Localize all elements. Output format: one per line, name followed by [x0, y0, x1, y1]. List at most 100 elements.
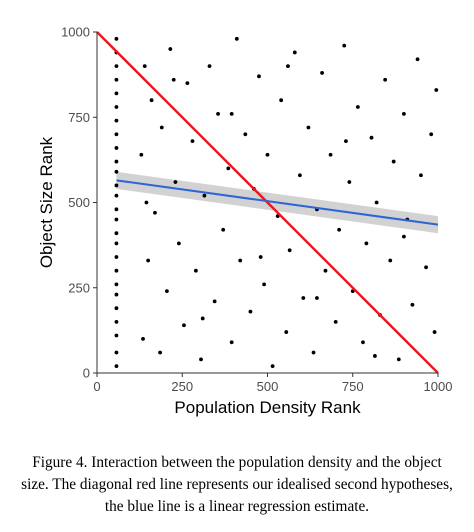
data-point	[262, 282, 266, 287]
figure-caption: Figure 4. Interaction between the popula…	[21, 454, 453, 515]
data-point	[396, 357, 401, 362]
data-point	[429, 132, 434, 137]
x-tick-label: 0	[93, 379, 100, 394]
data-point	[328, 152, 333, 157]
data-point	[114, 207, 119, 212]
data-point	[114, 193, 119, 198]
data-point	[114, 217, 119, 222]
data-point	[202, 193, 207, 198]
data-point	[374, 200, 379, 205]
data-point	[347, 180, 352, 184]
data-point	[114, 241, 119, 246]
data-point	[315, 296, 319, 300]
data-point	[364, 241, 369, 246]
data-point	[114, 350, 119, 355]
data-point	[165, 289, 169, 294]
data-point	[142, 64, 147, 68]
data-point	[212, 299, 217, 304]
data-point	[311, 350, 316, 355]
data-point	[114, 91, 119, 96]
data-point	[243, 132, 248, 137]
data-point	[139, 152, 144, 157]
data-point	[258, 255, 263, 259]
x-tick-label: 500	[257, 379, 279, 394]
data-point	[153, 210, 157, 215]
data-point	[114, 36, 119, 41]
data-point	[344, 139, 348, 144]
data-point	[388, 258, 393, 263]
data-point	[176, 241, 181, 246]
data-point	[190, 139, 195, 144]
data-point	[238, 258, 243, 263]
data-point	[410, 302, 415, 307]
reference-line	[96, 31, 439, 374]
data-point	[114, 64, 119, 68]
tick-labels: 0 250 500 750 1000 0 250 500 750 1000	[61, 25, 452, 395]
x-tick-label: 750	[342, 379, 364, 394]
data-point	[337, 227, 342, 232]
data-point	[333, 319, 338, 324]
data-point	[361, 340, 365, 345]
data-point	[114, 169, 119, 174]
data-point	[292, 50, 297, 55]
data-point	[355, 105, 360, 109]
axes	[93, 31, 439, 377]
data-point	[114, 159, 119, 164]
data-point	[306, 125, 311, 130]
data-point	[114, 282, 119, 287]
data-point	[229, 340, 234, 345]
data-point	[221, 227, 226, 232]
data-point	[248, 309, 253, 314]
data-point	[373, 354, 377, 358]
data-point	[216, 111, 220, 116]
data-point	[265, 152, 270, 157]
data-point	[114, 319, 119, 324]
data-point	[146, 258, 151, 263]
data-point	[257, 74, 261, 79]
data-point	[114, 255, 119, 259]
data-point	[207, 64, 212, 68]
data-point	[114, 306, 119, 311]
data-point	[149, 98, 154, 103]
data-point	[114, 118, 119, 123]
data-point	[168, 47, 173, 51]
data-point	[342, 43, 347, 48]
data-point	[369, 135, 374, 140]
data-point	[434, 88, 439, 92]
data-point	[270, 364, 275, 369]
data-point	[114, 105, 119, 109]
data-point	[391, 159, 396, 164]
data-point	[402, 111, 406, 116]
data-point	[286, 64, 290, 68]
data-point	[193, 268, 198, 273]
data-point	[114, 268, 119, 273]
data-point	[320, 71, 324, 75]
x-tick-label: 250	[171, 379, 193, 394]
data-point	[199, 357, 203, 362]
y-tick-label: 500	[68, 195, 90, 210]
data-point	[114, 77, 119, 82]
y-tick-label: 250	[68, 280, 90, 295]
data-point	[114, 183, 119, 188]
data-point	[226, 166, 231, 171]
data-point	[229, 111, 234, 116]
data-point	[419, 173, 423, 178]
y-tick-label: 1000	[61, 25, 90, 40]
y-tick-label: 0	[83, 366, 90, 381]
data-point	[432, 330, 437, 334]
data-point	[114, 231, 119, 236]
x-tick-label: 1000	[424, 379, 453, 394]
data-point	[297, 173, 302, 178]
data-point	[323, 268, 328, 273]
data-point	[182, 323, 186, 328]
data-point	[114, 146, 119, 150]
data-point	[402, 234, 406, 239]
data-point	[114, 132, 119, 137]
x-axis-label: Population Density Rank	[174, 398, 361, 417]
data-point	[141, 337, 145, 341]
data-point	[383, 77, 388, 82]
data-point	[234, 36, 239, 41]
data-point	[114, 364, 119, 369]
data-point	[159, 125, 164, 130]
data-point	[287, 248, 292, 253]
